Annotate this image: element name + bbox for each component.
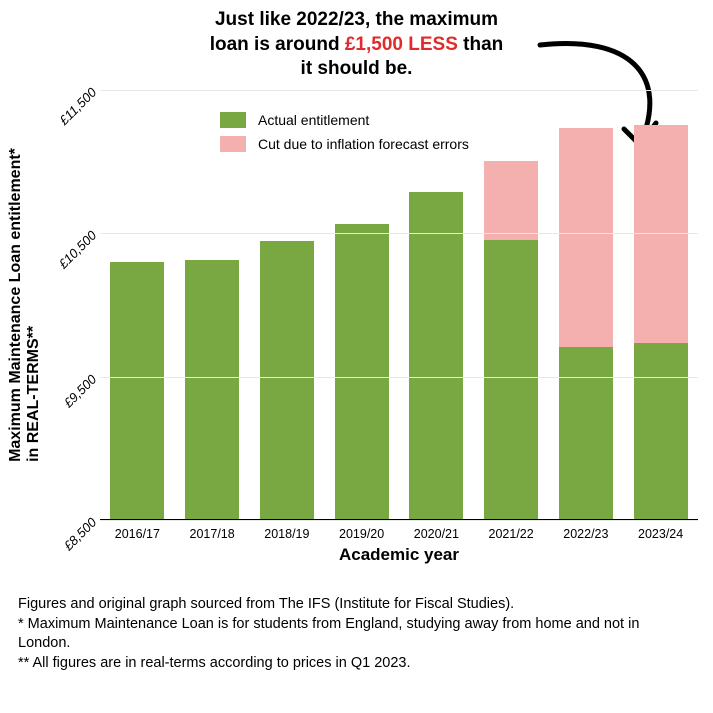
x-tick-label: 2018/19 [250, 519, 325, 541]
bar [409, 192, 463, 519]
annotation-callout: Just like 2022/23, the maximum loan is a… [0, 8, 713, 82]
bar-segment-actual [335, 224, 389, 519]
footer-line3: ** All figures are in real-terms accordi… [18, 654, 695, 674]
y-tick-label: £11,500 [46, 85, 99, 138]
bar-segment-cut [484, 161, 538, 240]
chart: Maximum Maintenance Loan entitlement* in… [15, 90, 698, 580]
footer-line1: Figures and original graph sourced from … [18, 595, 695, 615]
bar [110, 262, 164, 519]
bar-segment-actual [559, 347, 613, 519]
footer-notes: Figures and original graph sourced from … [18, 595, 695, 673]
annotation-line2-post: than [458, 34, 503, 55]
annotation-line1: Just like 2022/23, the maximum [215, 9, 498, 30]
x-tick-label: 2016/17 [100, 519, 175, 541]
y-tick-label: £10,500 [46, 228, 99, 281]
legend-label-cut: Cut due to inflation forecast errors [258, 136, 469, 152]
legend-swatch-actual [220, 112, 246, 128]
gridline [100, 377, 698, 378]
bar-segment-actual [110, 262, 164, 519]
x-axis-label: Academic year [100, 545, 698, 565]
plot-area: 2016/172017/182018/192019/202020/212021/… [100, 90, 698, 520]
x-tick-label: 2019/20 [324, 519, 399, 541]
gridline [100, 233, 698, 234]
bar-segment-actual [409, 192, 463, 519]
bar [484, 161, 538, 519]
x-tick-label: 2020/21 [399, 519, 474, 541]
bar-slot: 2023/24 [623, 90, 698, 519]
y-tick-label: £9,500 [46, 371, 99, 424]
x-tick-label: 2022/23 [549, 519, 624, 541]
bar-segment-actual [634, 343, 688, 519]
bar-slot: 2021/22 [474, 90, 549, 519]
bar [559, 128, 613, 519]
annotation-line2-pre: loan is around [210, 34, 345, 55]
legend-swatch-cut [220, 136, 246, 152]
gridline [100, 520, 698, 521]
bar-segment-actual [484, 240, 538, 520]
footer-line2: * Maximum Maintenance Loan is for studen… [18, 615, 695, 654]
annotation-line3: it should be. [301, 58, 413, 79]
legend-item-cut: Cut due to inflation forecast errors [220, 132, 469, 156]
x-tick-label: 2021/22 [474, 519, 549, 541]
x-tick-label: 2023/24 [623, 519, 698, 541]
y-axis-label-line1: Maximum Maintenance Loan entitlement* [7, 148, 24, 462]
y-axis-label-line2: in REAL-TERMS** [25, 326, 42, 462]
bar-segment-actual [185, 260, 239, 519]
bar-slot: 2016/17 [100, 90, 175, 519]
bar [634, 125, 688, 519]
legend-item-actual: Actual entitlement [220, 108, 469, 132]
bar [335, 224, 389, 519]
bar-segment-actual [260, 241, 314, 519]
gridline [100, 90, 698, 91]
bar-segment-cut [559, 128, 613, 347]
y-tick-label: £8,500 [46, 515, 99, 568]
legend-label-actual: Actual entitlement [258, 112, 369, 128]
legend: Actual entitlement Cut due to inflation … [210, 102, 479, 162]
y-axis-label: Maximum Maintenance Loan entitlement* in… [10, 90, 40, 520]
x-tick-label: 2017/18 [175, 519, 250, 541]
bar [260, 241, 314, 519]
annotation-highlight: £1,500 LESS [345, 34, 458, 55]
bar [185, 260, 239, 519]
bar-slot: 2022/23 [549, 90, 624, 519]
